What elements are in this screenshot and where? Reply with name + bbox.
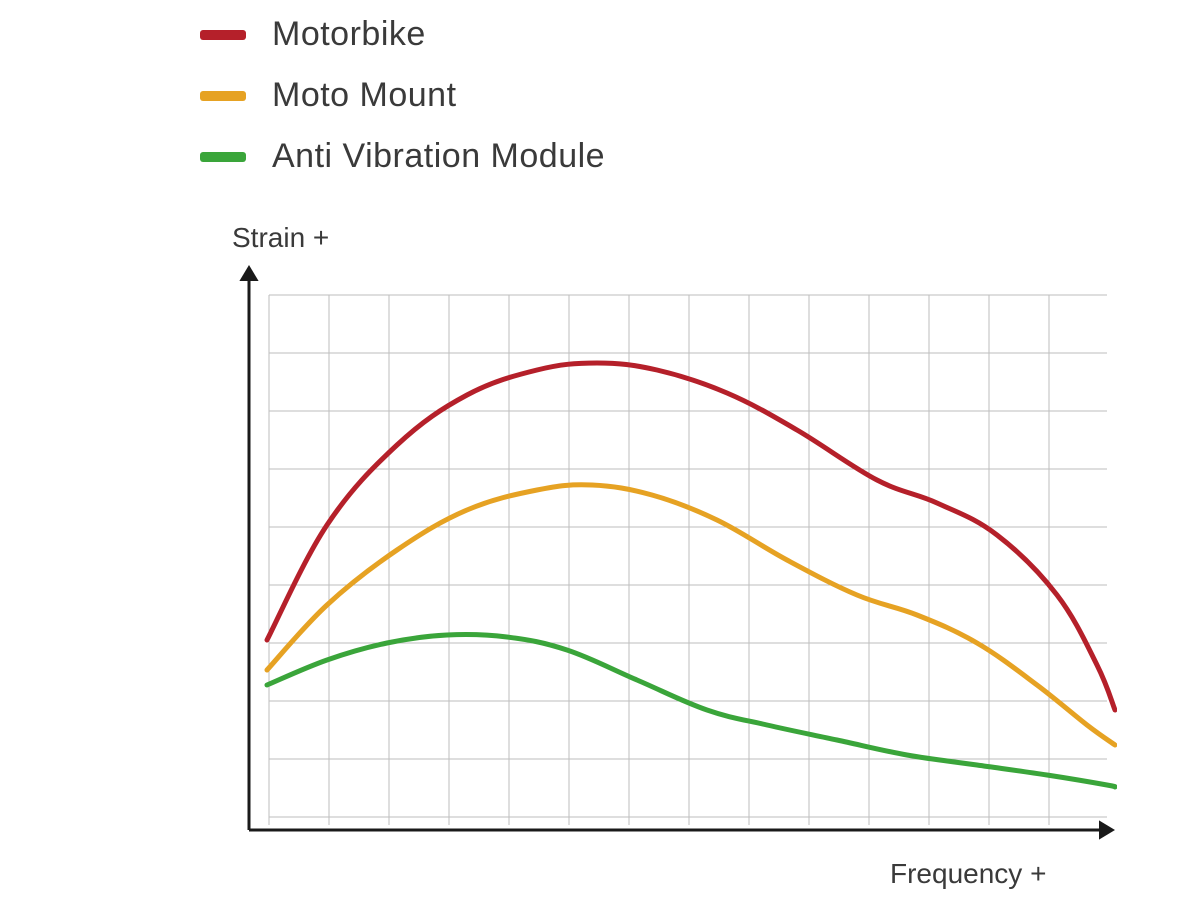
grid: [269, 295, 1107, 825]
legend: Motorbike Moto Mount Anti Vibration Modu…: [200, 15, 605, 198]
legend-label: Anti Vibration Module: [272, 137, 605, 176]
y-axis-label: Strain +: [232, 222, 329, 254]
legend-item-anti-vibration: Anti Vibration Module: [200, 137, 605, 176]
legend-swatch: [200, 152, 246, 162]
series-motorbike: [267, 363, 1115, 710]
chart: [237, 265, 1117, 840]
legend-item-motorbike: Motorbike: [200, 15, 605, 54]
page: Motorbike Moto Mount Anti Vibration Modu…: [0, 0, 1200, 900]
x-axis-label: Frequency +: [890, 858, 1046, 890]
series-anti-vibration-module: [267, 634, 1115, 787]
legend-swatch: [200, 30, 246, 40]
axes: [239, 265, 1115, 840]
legend-swatch: [200, 91, 246, 101]
legend-label: Moto Mount: [272, 76, 457, 115]
legend-item-moto-mount: Moto Mount: [200, 76, 605, 115]
chart-svg: [237, 265, 1117, 840]
legend-label: Motorbike: [272, 15, 426, 54]
